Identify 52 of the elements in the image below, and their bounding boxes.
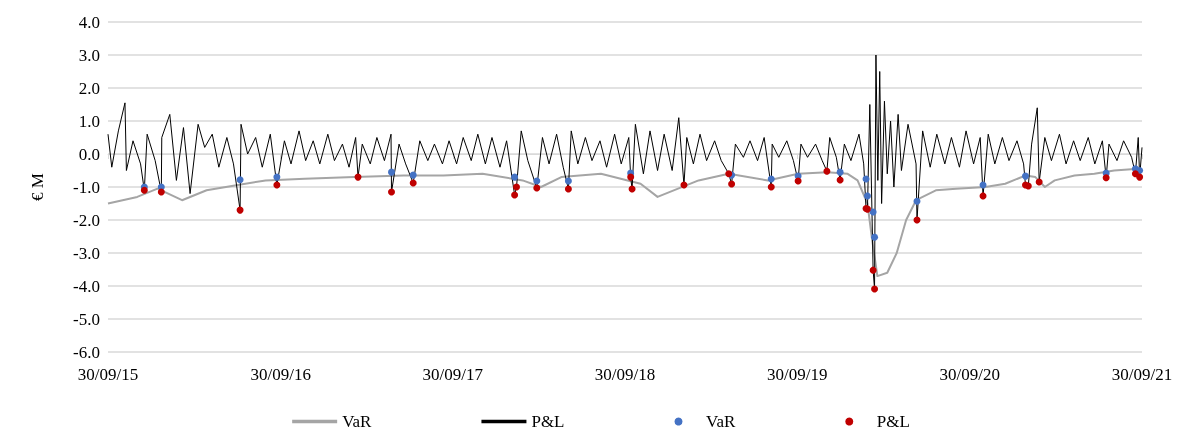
point — [511, 173, 519, 181]
point — [388, 168, 395, 176]
point — [564, 185, 572, 193]
point — [409, 171, 417, 179]
point — [1035, 178, 1043, 186]
point — [767, 175, 775, 183]
point — [388, 188, 395, 196]
point — [823, 167, 831, 175]
y-tick-label: -5.0 — [73, 309, 100, 329]
point — [913, 197, 921, 205]
legend-label: P&L — [531, 412, 565, 431]
x-tick-label: 30/09/21 — [1111, 365, 1173, 384]
y-tick-label: 4.0 — [78, 12, 100, 32]
point — [1102, 174, 1110, 182]
point — [236, 176, 244, 184]
point — [513, 183, 521, 191]
x-tick-label: 30/09/16 — [250, 365, 311, 384]
point — [533, 184, 541, 192]
point — [1021, 172, 1029, 180]
point — [273, 173, 281, 181]
x-tick-label: 30/09/20 — [939, 365, 1001, 384]
y-tick-label: 1.0 — [78, 111, 100, 131]
point — [564, 177, 572, 185]
point — [871, 233, 879, 241]
point — [728, 180, 736, 188]
point — [871, 285, 879, 293]
point — [511, 191, 519, 199]
y-tick-label: 3.0 — [78, 45, 100, 65]
x-tick-label: 30/09/19 — [766, 365, 828, 384]
point — [767, 183, 775, 191]
legend-label: VaR — [706, 412, 736, 431]
point — [836, 168, 844, 176]
y-tick-label: 0.0 — [78, 144, 100, 164]
y-tick-label: 2.0 — [78, 78, 100, 98]
y-tick-label: -2.0 — [73, 210, 100, 230]
y-tick-label: -1.0 — [73, 177, 100, 197]
y-tick-label: -4.0 — [73, 276, 100, 296]
point — [409, 179, 417, 187]
x-tick-label: 30/09/15 — [77, 365, 139, 384]
point — [869, 266, 877, 274]
point — [1136, 173, 1144, 181]
point — [863, 192, 871, 200]
x-tick-label: 30/09/17 — [422, 365, 484, 384]
legend-label: P&L — [876, 412, 910, 431]
point — [157, 188, 165, 196]
point — [533, 177, 541, 185]
legend-label: VaR — [342, 412, 373, 431]
point — [627, 173, 635, 181]
y-tick-label: -3.0 — [73, 243, 100, 263]
x-tick-label: 30/09/18 — [594, 365, 656, 384]
y-axis-title: € M — [28, 173, 47, 201]
y-tick-label: -6.0 — [73, 342, 100, 362]
